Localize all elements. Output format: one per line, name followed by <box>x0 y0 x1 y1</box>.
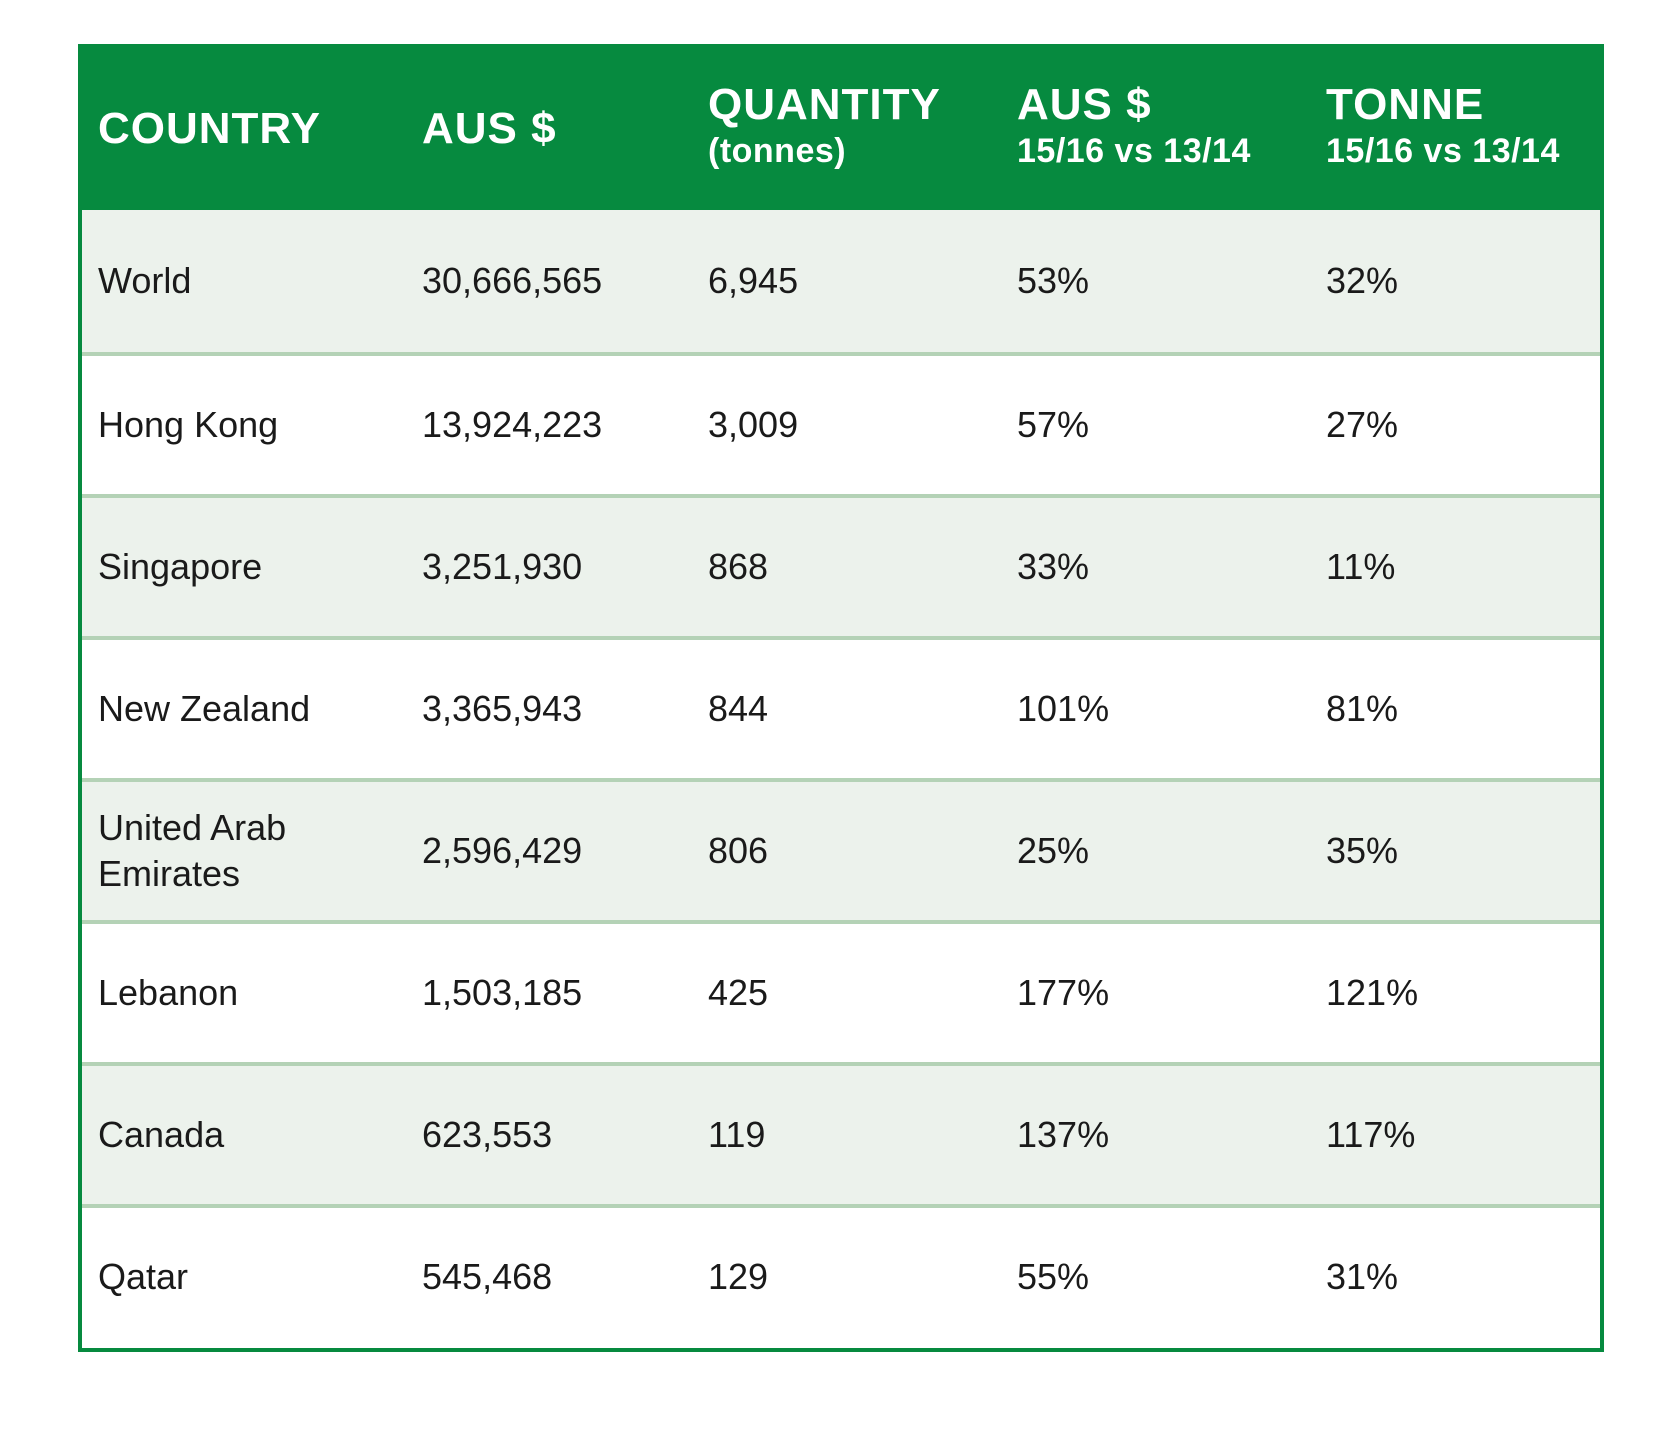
table-row: World 30,666,565 6,945 53% 32% <box>82 210 1600 352</box>
header-aus: AUS $ <box>422 104 557 154</box>
cell-quantity: 844 <box>708 688 769 729</box>
table-row: Canada 623,553 119 137% 117% <box>82 1062 1600 1204</box>
header-aus-change-period: 15/16 vs 13/14 <box>1017 132 1251 170</box>
table-row: United Arab Emirates 2,596,429 806 25% 3… <box>82 778 1600 920</box>
cell-quantity: 868 <box>708 546 769 587</box>
cell-aus-change: 53% <box>1017 260 1090 301</box>
cell-tonne-change: 32% <box>1326 260 1399 301</box>
cell-aus: 623,553 <box>422 1114 553 1155</box>
header-country-label: COUNTRY <box>98 104 321 153</box>
cell-tonne-change: 35% <box>1326 830 1399 871</box>
cell-tonne-change: 121% <box>1326 972 1419 1013</box>
cell-aus-change: 137% <box>1017 1114 1110 1155</box>
export-table: COUNTRY AUS $ QUANTITY (tonnes) AUS $ 15… <box>78 44 1604 1352</box>
table-row: New Zealand 3,365,943 844 101% 81% <box>82 636 1600 778</box>
cell-aus-change: 55% <box>1017 1256 1090 1297</box>
cell-quantity: 129 <box>708 1256 769 1297</box>
cell-country: Qatar <box>98 1256 189 1297</box>
cell-aus-change: 25% <box>1017 830 1090 871</box>
cell-aus: 545,468 <box>422 1256 553 1297</box>
cell-country: World <box>98 260 192 301</box>
cell-quantity: 806 <box>708 830 769 871</box>
table-row: Lebanon 1,503,185 425 177% 121% <box>82 920 1600 1062</box>
header-quantity-label: QUANTITY <box>708 80 941 129</box>
cell-aus-change: 177% <box>1017 972 1110 1013</box>
header-tonne-change-period: 15/16 vs 13/14 <box>1326 132 1560 170</box>
cell-aus: 13,924,223 <box>422 404 603 445</box>
cell-quantity: 6,945 <box>708 260 799 301</box>
header-tonne-change: TONNE 15/16 vs 13/14 <box>1326 80 1560 172</box>
table-row: Hong Kong 13,924,223 3,009 57% 27% <box>82 352 1600 494</box>
cell-aus: 3,365,943 <box>422 688 583 729</box>
header-country: COUNTRY <box>98 104 321 154</box>
cell-tonne-change: 27% <box>1326 404 1399 445</box>
cell-aus: 1,503,185 <box>422 972 583 1013</box>
cell-aus-change: 101% <box>1017 688 1110 729</box>
table-row: Qatar 545,468 129 55% 31% <box>82 1204 1600 1346</box>
table-header: COUNTRY AUS $ QUANTITY (tonnes) AUS $ 15… <box>82 48 1600 210</box>
cell-aus: 3,251,930 <box>422 546 583 587</box>
header-aus-change: AUS $ 15/16 vs 13/14 <box>1017 80 1251 172</box>
cell-tonne-change: 117% <box>1326 1114 1416 1155</box>
table-row: Singapore 3,251,930 868 33% 11% <box>82 494 1600 636</box>
cell-quantity: 3,009 <box>708 404 799 445</box>
cell-country: Canada <box>98 1114 225 1155</box>
cell-aus-change: 57% <box>1017 404 1090 445</box>
cell-country: Singapore <box>98 546 263 587</box>
header-aus-change-label: AUS $ <box>1017 80 1152 129</box>
cell-quantity: 119 <box>708 1114 766 1155</box>
cell-aus-change: 33% <box>1017 546 1090 587</box>
cell-country: Hong Kong <box>98 404 279 445</box>
cell-country: United Arab Emirates <box>98 807 287 894</box>
cell-tonne-change: 31% <box>1326 1256 1399 1297</box>
header-quantity-unit: (tonnes) <box>708 132 847 170</box>
header-aus-label: AUS $ <box>422 104 557 153</box>
cell-tonne-change: 81% <box>1326 688 1399 729</box>
cell-country: New Zealand <box>98 688 311 729</box>
cell-aus: 2,596,429 <box>422 830 583 871</box>
cell-country: Lebanon <box>98 972 239 1013</box>
header-quantity: QUANTITY (tonnes) <box>708 80 941 172</box>
header-tonne-change-label: TONNE <box>1326 80 1485 129</box>
cell-aus: 30,666,565 <box>422 260 603 301</box>
cell-tonne-change: 11% <box>1326 546 1396 587</box>
cell-quantity: 425 <box>708 972 769 1013</box>
